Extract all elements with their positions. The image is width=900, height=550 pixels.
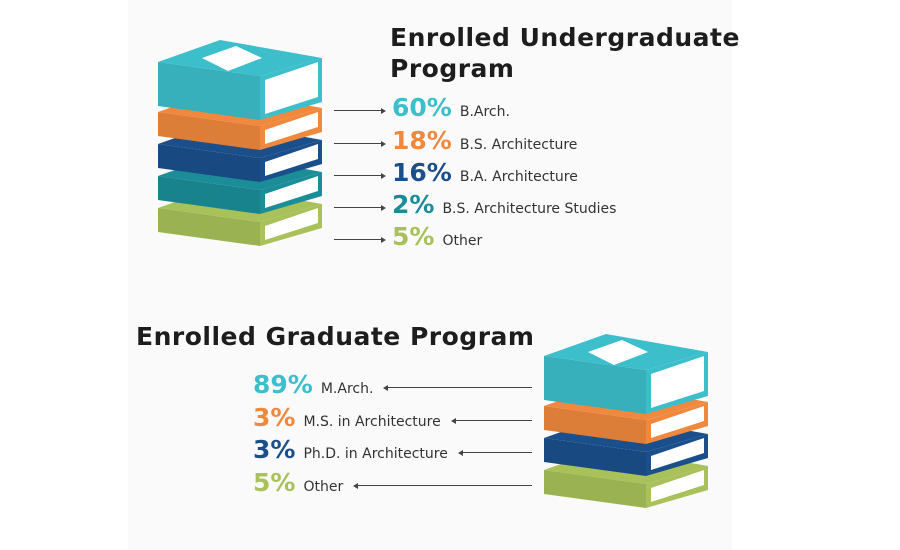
graduate-label: M.Arch. — [320, 381, 374, 397]
graduate-row: 3% Ph.D. in Architecture — [253, 436, 448, 464]
book-4-spine — [158, 208, 260, 246]
book-0-spine — [544, 356, 646, 414]
undergraduate-leader-line — [334, 207, 382, 208]
undergraduate-percent: 2% — [392, 190, 435, 219]
graduate-arrow-icon — [457, 449, 463, 456]
undergraduate-arrow-icon — [381, 172, 386, 179]
graduate-label: Other — [303, 479, 344, 495]
undergraduate-row: 60% B.Arch. — [392, 94, 510, 122]
book-2-spine — [158, 144, 260, 182]
graduate-leader-line — [357, 485, 532, 486]
book-0 — [544, 334, 708, 414]
graduate-arrow-icon — [383, 384, 389, 391]
graduate-row: 5% Other — [253, 469, 343, 497]
graduate-percent: 3% — [253, 435, 296, 464]
book-1 — [158, 90, 322, 150]
graduate-percent: 5% — [253, 468, 296, 497]
undergraduate-percent: 18% — [392, 126, 452, 155]
undergraduate-leader-line — [334, 239, 382, 240]
book-3-pages — [651, 470, 704, 502]
book-2-pages — [265, 144, 318, 176]
undergraduate-title: Enrolled Undergraduate Program — [390, 22, 740, 84]
book-2-spine — [544, 438, 646, 476]
undergraduate-percent: 16% — [392, 158, 452, 187]
undergraduate-title-line-1: Enrolled Undergraduate — [390, 23, 740, 52]
graduate-percent: 3% — [253, 403, 296, 432]
book-1-pages — [265, 112, 318, 144]
undergraduate-label: B.S. Architecture Studies — [442, 201, 617, 217]
cover-label-icon — [588, 340, 648, 365]
graduate-row: 3% M.S. in Architecture — [253, 404, 441, 432]
undergraduate-row: 18% B.S. Architecture — [392, 127, 577, 155]
book-0-pages — [651, 356, 704, 408]
book-3-spine — [544, 470, 646, 508]
book-0 — [158, 40, 322, 120]
undergraduate-leader-line — [334, 143, 382, 144]
book-0-spine — [158, 62, 260, 120]
graduate-leader-line — [454, 420, 532, 421]
undergraduate-leader-line — [334, 110, 382, 111]
graduate-label: M.S. in Architecture — [303, 414, 441, 430]
graduate-arrow-icon — [450, 417, 456, 424]
undergraduate-label: B.A. Architecture — [459, 169, 578, 185]
book-stack-icon — [544, 334, 708, 508]
undergraduate-row: 5% Other — [392, 223, 482, 251]
book-2-pages — [651, 438, 704, 470]
undergraduate-percent: 60% — [392, 93, 452, 122]
graduate-leader-line — [387, 387, 532, 388]
graduate-title: Enrolled Graduate Program — [136, 322, 535, 351]
book-stack-icon — [158, 40, 322, 246]
undergraduate-title-line-2: Program — [390, 54, 515, 83]
undergraduate-label: B.S. Architecture — [459, 137, 578, 153]
graduate-percent: 89% — [253, 370, 313, 399]
undergraduate-label: B.Arch. — [459, 104, 510, 120]
book-1-pages — [651, 406, 704, 438]
undergraduate-arrow-icon — [381, 204, 386, 211]
undergraduate-row: 2% B.S. Architecture Studies — [392, 191, 616, 219]
book-4-pages — [265, 208, 318, 240]
book-1-spine — [158, 112, 260, 150]
undergraduate-leader-line — [334, 175, 382, 176]
book-0-pages — [265, 62, 318, 114]
undergraduate-arrow-icon — [381, 140, 386, 147]
book-3-pages — [265, 176, 318, 208]
book-1-spine — [544, 406, 646, 444]
graduate-row: 89% M.Arch. — [253, 371, 373, 399]
undergraduate-arrow-icon — [381, 107, 386, 114]
undergraduate-arrow-icon — [381, 236, 386, 243]
book-3-spine — [158, 176, 260, 214]
graduate-label: Ph.D. in Architecture — [303, 446, 448, 462]
graduate-arrow-icon — [353, 482, 359, 489]
cover-label-icon — [202, 46, 262, 71]
undergraduate-label: Other — [442, 233, 483, 249]
graduate-leader-line — [461, 452, 532, 453]
undergraduate-row: 16% B.A. Architecture — [392, 159, 578, 187]
undergraduate-percent: 5% — [392, 222, 435, 251]
